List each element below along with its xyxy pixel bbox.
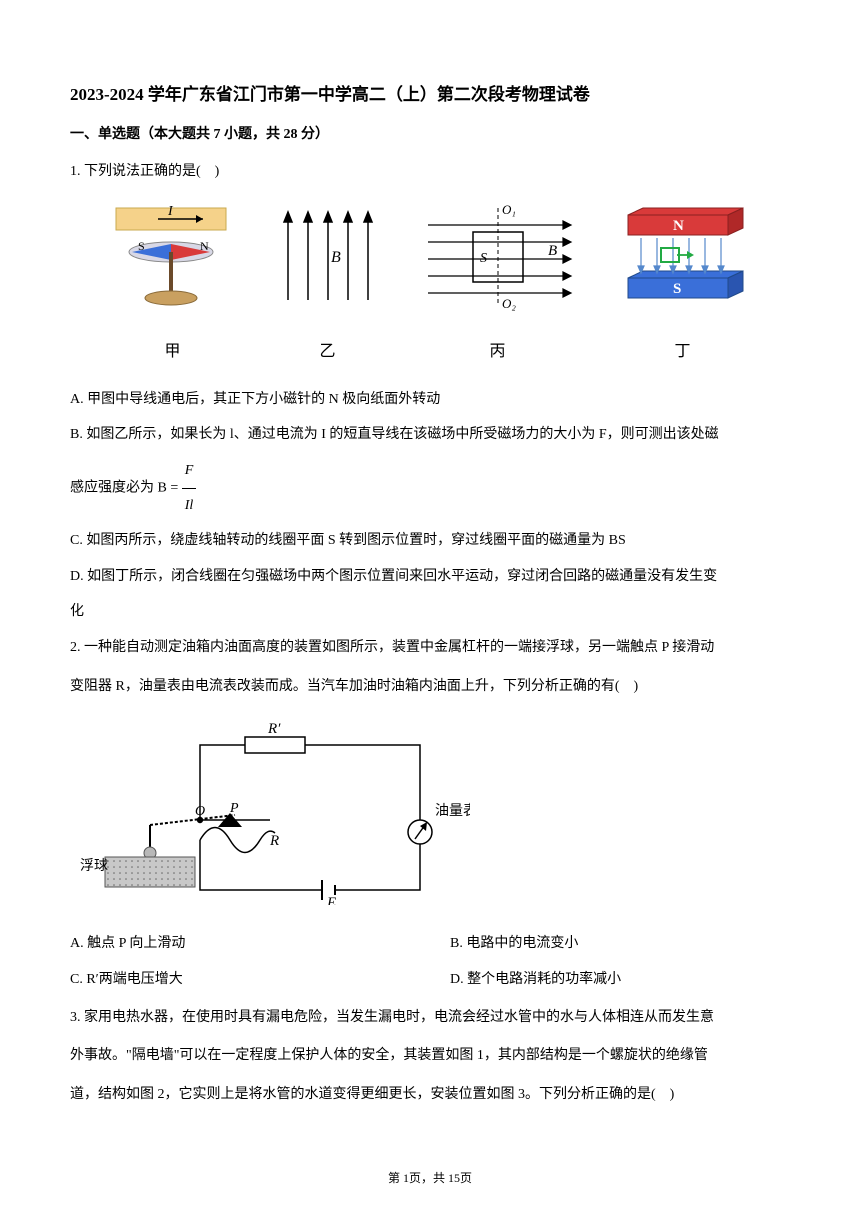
q1-prompt: 1. 下列说法正确的是( ) bbox=[70, 157, 790, 188]
svg-text:油量表: 油量表 bbox=[435, 803, 470, 819]
q1-opt-a: A. 甲图中导线通电后，其正下方小磁针的 N 极向纸面外转动 bbox=[70, 383, 790, 417]
svg-text:B: B bbox=[331, 249, 341, 266]
q2-circuit: R′ R E 油量表 O P 浮球 bbox=[70, 715, 790, 918]
figure-ding: N S 丁 bbox=[613, 200, 753, 369]
question-1: 1. 下列说法正确的是( ) I S N 甲 bbox=[70, 157, 790, 629]
question-2: 2. 一种能自动测定油箱内油面高度的装置如图所示，装置中金属杠杆的一端接浮球，另… bbox=[70, 633, 790, 999]
svg-text:R: R bbox=[269, 833, 279, 849]
figure-jia: I S N 甲 bbox=[108, 200, 238, 369]
question-3: 3. 家用电热水器，在使用时具有漏电危险，当发生漏电时，电流会经过水管中的水与人… bbox=[70, 1003, 790, 1111]
fig-label-yi: 乙 bbox=[273, 334, 383, 369]
svg-text:O₂: O₂ bbox=[502, 296, 516, 311]
svg-text:N: N bbox=[673, 218, 684, 234]
exam-title: 2023-2024 学年广东省江门市第一中学高二（上）第二次段考物理试卷 bbox=[70, 80, 790, 105]
svg-text:B: B bbox=[548, 243, 557, 259]
q2-opts-row1: A. 触点 P 向上滑动 B. 电路中的电流变小 bbox=[70, 927, 790, 963]
q1-opt-b-line1: B. 如图乙所示，如果长为 l、通过电流为 I 的短直导线在该磁场中所受磁场力的… bbox=[70, 418, 790, 452]
svg-text:S: S bbox=[138, 239, 145, 253]
svg-text:浮球: 浮球 bbox=[80, 858, 108, 874]
q1-opt-b-line2: 感应强度必为 B = FIl bbox=[70, 454, 790, 522]
fig-jia-svg: I S N bbox=[108, 200, 238, 315]
q2-opts-row2: C. R′两端电压增大 D. 整个电路消耗的功率减小 bbox=[70, 963, 790, 999]
svg-text:O: O bbox=[195, 804, 205, 819]
svg-text:E: E bbox=[326, 895, 336, 905]
fig-label-ding: 丁 bbox=[613, 334, 753, 369]
svg-text:O₁: O₁ bbox=[502, 202, 516, 217]
circuit-svg: R′ R E 油量表 O P 浮球 bbox=[70, 715, 470, 905]
q2-prompt2: 变阻器 R，油量表由电流表改装而成。当汽车加油时油箱内油面上升，下列分析正确的有… bbox=[70, 672, 790, 703]
q1-opt-d: D. 如图丁所示，闭合线圈在匀强磁场中两个图示位置间来回水平运动，穿过闭合回路的… bbox=[70, 560, 790, 594]
q3-prompt: 3. 家用电热水器，在使用时具有漏电危险，当发生漏电时，电流会经过水管中的水与人… bbox=[70, 1003, 790, 1034]
q2-opt-d: D. 整个电路消耗的功率减小 bbox=[450, 963, 790, 997]
q1-opt-d2: 化 bbox=[70, 595, 790, 629]
figure-bing: O₁ O₂ S B 丙 bbox=[418, 200, 578, 369]
fig-bing-svg: O₁ O₂ S B bbox=[418, 200, 578, 315]
q2-opt-c: C. R′两端电压增大 bbox=[70, 963, 410, 997]
svg-text:S: S bbox=[673, 281, 681, 297]
svg-text:S: S bbox=[480, 251, 487, 266]
q2-prompt: 2. 一种能自动测定油箱内油面高度的装置如图所示，装置中金属杠杆的一端接浮球，另… bbox=[70, 633, 790, 664]
fraction-F-Il: FIl bbox=[182, 454, 197, 522]
q3-prompt3: 道，结构如图 2，它实则上是将水管的水道变得更细更长，安装位置如图 3。下列分析… bbox=[70, 1080, 790, 1111]
fig-yi-svg: B bbox=[273, 200, 383, 315]
svg-text:N: N bbox=[200, 239, 209, 253]
q3-prompt2: 外事故。"隔电墙"可以在一定程度上保护人体的安全，其装置如图 1，其内部结构是一… bbox=[70, 1041, 790, 1072]
page-footer: 第 1页，共 15页 bbox=[0, 1169, 860, 1186]
section-1-header: 一、单选题（本大题共 7 小题，共 28 分） bbox=[70, 123, 790, 143]
svg-text:P: P bbox=[229, 801, 239, 816]
fig-label-jia: 甲 bbox=[108, 334, 238, 369]
q1-opt-c: C. 如图丙所示，绕虚线轴转动的线圈平面 S 转到图示位置时，穿过线圈平面的磁通… bbox=[70, 524, 790, 558]
svg-text:R′: R′ bbox=[267, 721, 281, 737]
figure-yi: B 乙 bbox=[273, 200, 383, 369]
q1-figures: I S N 甲 B bbox=[70, 200, 790, 369]
fig-label-bing: 丙 bbox=[418, 334, 578, 369]
q1-opt-b-post: 感应强度必为 B = bbox=[70, 480, 182, 495]
fig-ding-svg: N S bbox=[613, 200, 753, 315]
q2-opt-a: A. 触点 P 向上滑动 bbox=[70, 927, 410, 961]
q2-opt-b: B. 电路中的电流变小 bbox=[450, 927, 790, 961]
